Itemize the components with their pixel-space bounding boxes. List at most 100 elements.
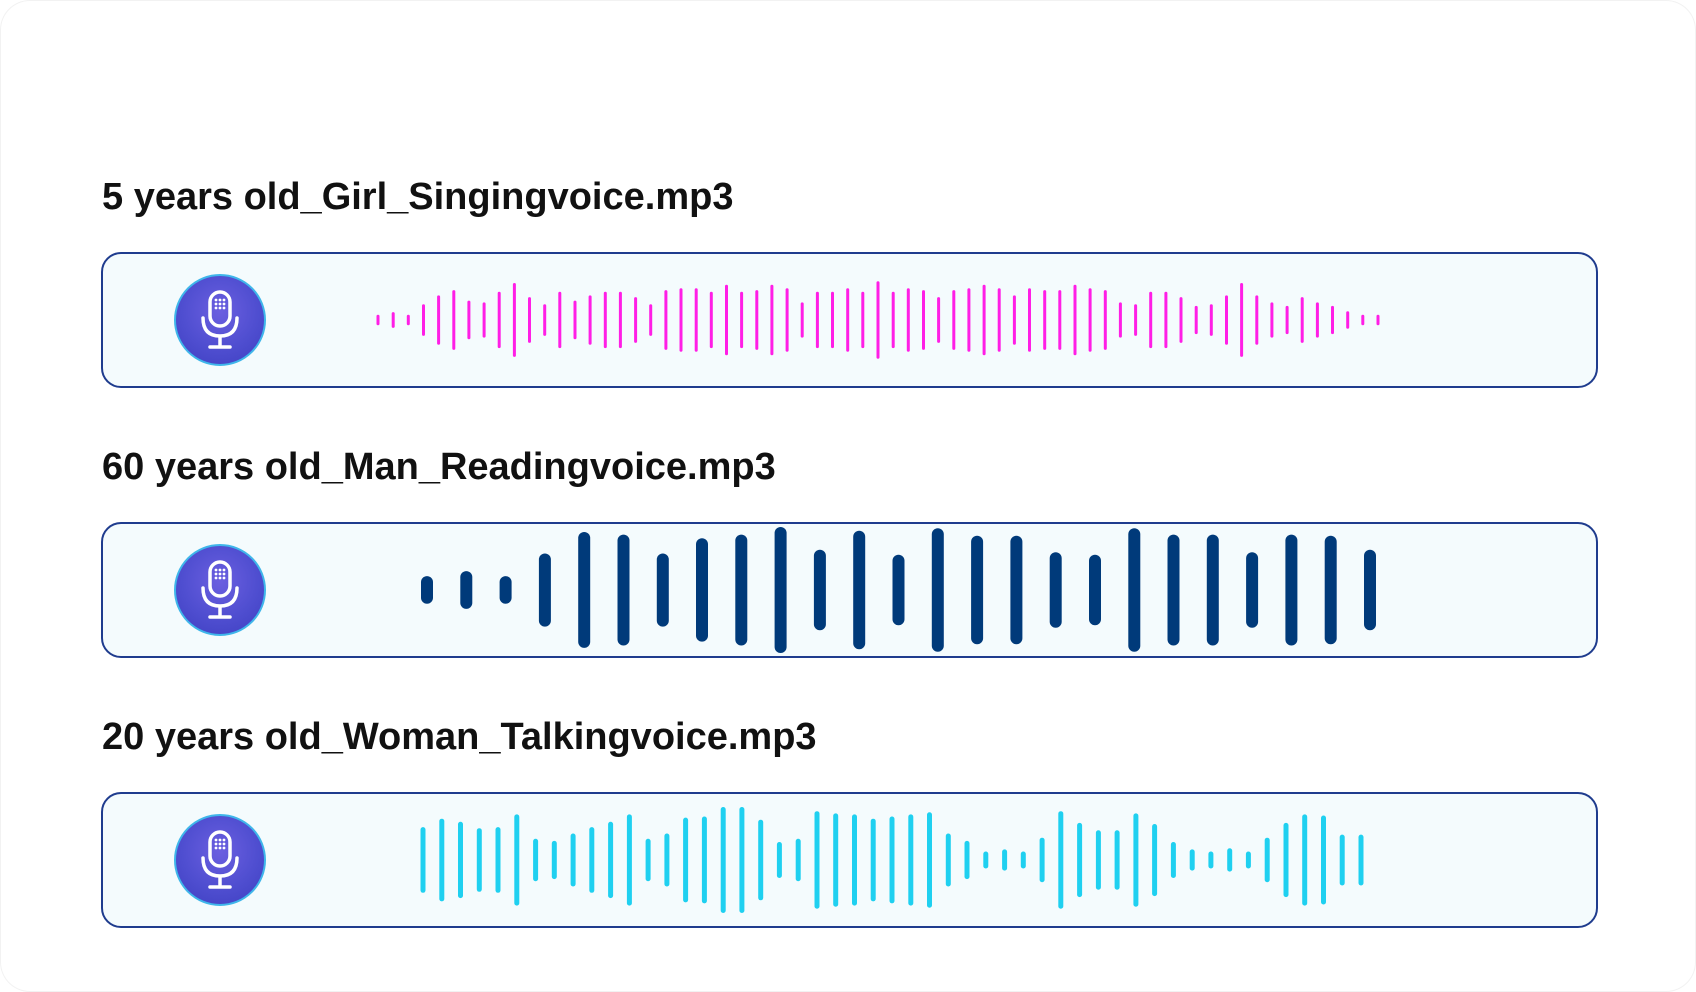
- waveform-bar: [922, 290, 925, 350]
- waveform-bar: [664, 290, 667, 350]
- waveform-bar: [1361, 315, 1364, 326]
- waveform-bar: [498, 292, 501, 348]
- waveform-bar: [815, 811, 820, 909]
- waveform-bar: [814, 550, 826, 631]
- waveform-bar: [1225, 295, 1228, 344]
- waveform-bar: [952, 290, 955, 350]
- waveform-bar: [1346, 311, 1349, 329]
- waveform-bar: [422, 304, 425, 336]
- waveform-bar: [407, 315, 410, 326]
- waveform-bar: [1340, 835, 1345, 886]
- waveform-bar: [971, 536, 983, 644]
- waveform-bar: [589, 295, 592, 344]
- waveform-bar: [937, 297, 940, 343]
- waveform-bar: [543, 304, 546, 336]
- waveform-bar: [1270, 302, 1273, 337]
- waveform-bar: [967, 288, 970, 351]
- track-1-player[interactable]: [101, 252, 1598, 388]
- waveform-bar: [619, 292, 622, 348]
- track-2-player[interactable]: [101, 522, 1598, 658]
- waveform-bar: [946, 834, 951, 887]
- waveform-bar: [852, 814, 857, 905]
- track-3-waveform[interactable]: [103, 794, 1600, 930]
- waveform-bar: [1010, 536, 1022, 644]
- waveform-bar: [574, 301, 577, 340]
- waveform-bar: [786, 288, 789, 351]
- waveform-bar: [893, 555, 905, 626]
- waveform-bar: [1195, 306, 1198, 334]
- waveform-bar: [1321, 816, 1326, 905]
- waveform-bar: [467, 301, 470, 340]
- waveform-bar: [1284, 823, 1289, 897]
- waveform-bar: [618, 535, 630, 646]
- waveform-bar: [1210, 304, 1213, 336]
- waveform-bar: [1240, 283, 1243, 357]
- waveform-bar: [514, 814, 519, 905]
- waveform-bar: [861, 292, 864, 348]
- track-2-waveform[interactable]: [103, 524, 1600, 660]
- waveform-bar: [833, 813, 838, 906]
- waveform-bar: [452, 290, 455, 350]
- waveform-bar: [533, 839, 538, 881]
- waveform-bar: [1152, 824, 1157, 896]
- waveform-bar: [634, 297, 637, 343]
- waveform-bar: [608, 822, 613, 898]
- waveform-bar: [775, 527, 787, 653]
- waveform-bar: [908, 814, 913, 905]
- waveform-bar: [1089, 288, 1092, 351]
- waveform-bar: [735, 535, 747, 646]
- waveform-bar: [932, 528, 944, 652]
- waveform-bar: [421, 827, 426, 893]
- waveform-bar: [604, 292, 607, 348]
- waveform-bar: [846, 288, 849, 351]
- waveform-bar: [1316, 302, 1319, 337]
- waveform-bar: [1013, 295, 1016, 344]
- waveform-bar: [1331, 306, 1334, 334]
- waveform-bar: [1227, 848, 1232, 871]
- waveform-bar: [740, 292, 743, 348]
- waveform-bar: [892, 292, 895, 348]
- waveform-bar: [571, 834, 576, 887]
- waveform-bar: [1119, 302, 1122, 337]
- waveform-bar: [1096, 830, 1101, 889]
- waveform-bar: [552, 841, 557, 879]
- waveform-bar: [649, 304, 652, 336]
- waveform-bar: [1149, 292, 1152, 348]
- waveform-bar: [1377, 315, 1380, 326]
- waveform-bar: [539, 554, 551, 627]
- waveform-bar: [1359, 835, 1364, 886]
- waveform-bar: [1128, 528, 1140, 652]
- waveform-bar: [1050, 552, 1062, 628]
- waveform-bar: [1255, 295, 1258, 344]
- waveform-bar: [796, 839, 801, 881]
- waveform-bar: [965, 841, 970, 879]
- waveform-bar: [664, 834, 669, 887]
- track-3-player[interactable]: [101, 792, 1598, 928]
- track-2-filename: 60 years old_Man_Readingvoice.mp3: [102, 446, 776, 489]
- waveform-bar: [627, 814, 632, 905]
- waveform-bar: [460, 571, 472, 609]
- waveform-bar: [377, 315, 380, 326]
- waveform-bar: [1208, 852, 1213, 869]
- waveform-bar: [831, 292, 834, 348]
- waveform-bar: [657, 554, 669, 627]
- waveform-bar: [983, 852, 988, 869]
- waveform-bar: [721, 807, 726, 913]
- waveform-bar: [1168, 535, 1180, 646]
- track-3-filename: 20 years old_Woman_Talkingvoice.mp3: [102, 716, 817, 759]
- waveform-bar: [755, 290, 758, 350]
- waveform-bar: [1164, 292, 1167, 348]
- waveform-bar: [1028, 288, 1031, 351]
- waveform-bar: [853, 531, 865, 649]
- waveform-bar: [1115, 830, 1120, 889]
- waveform-bar: [1265, 838, 1270, 883]
- waveform-bar: [477, 828, 482, 892]
- waveform-bar: [702, 817, 707, 904]
- waveform-bar: [1133, 813, 1138, 906]
- waveform-bar: [1364, 550, 1376, 631]
- waveform-bar: [528, 297, 531, 343]
- waveform-bar: [421, 576, 433, 604]
- waveform-bar: [1325, 536, 1337, 644]
- track-1-waveform[interactable]: [103, 254, 1600, 390]
- waveform-bar: [1171, 842, 1176, 878]
